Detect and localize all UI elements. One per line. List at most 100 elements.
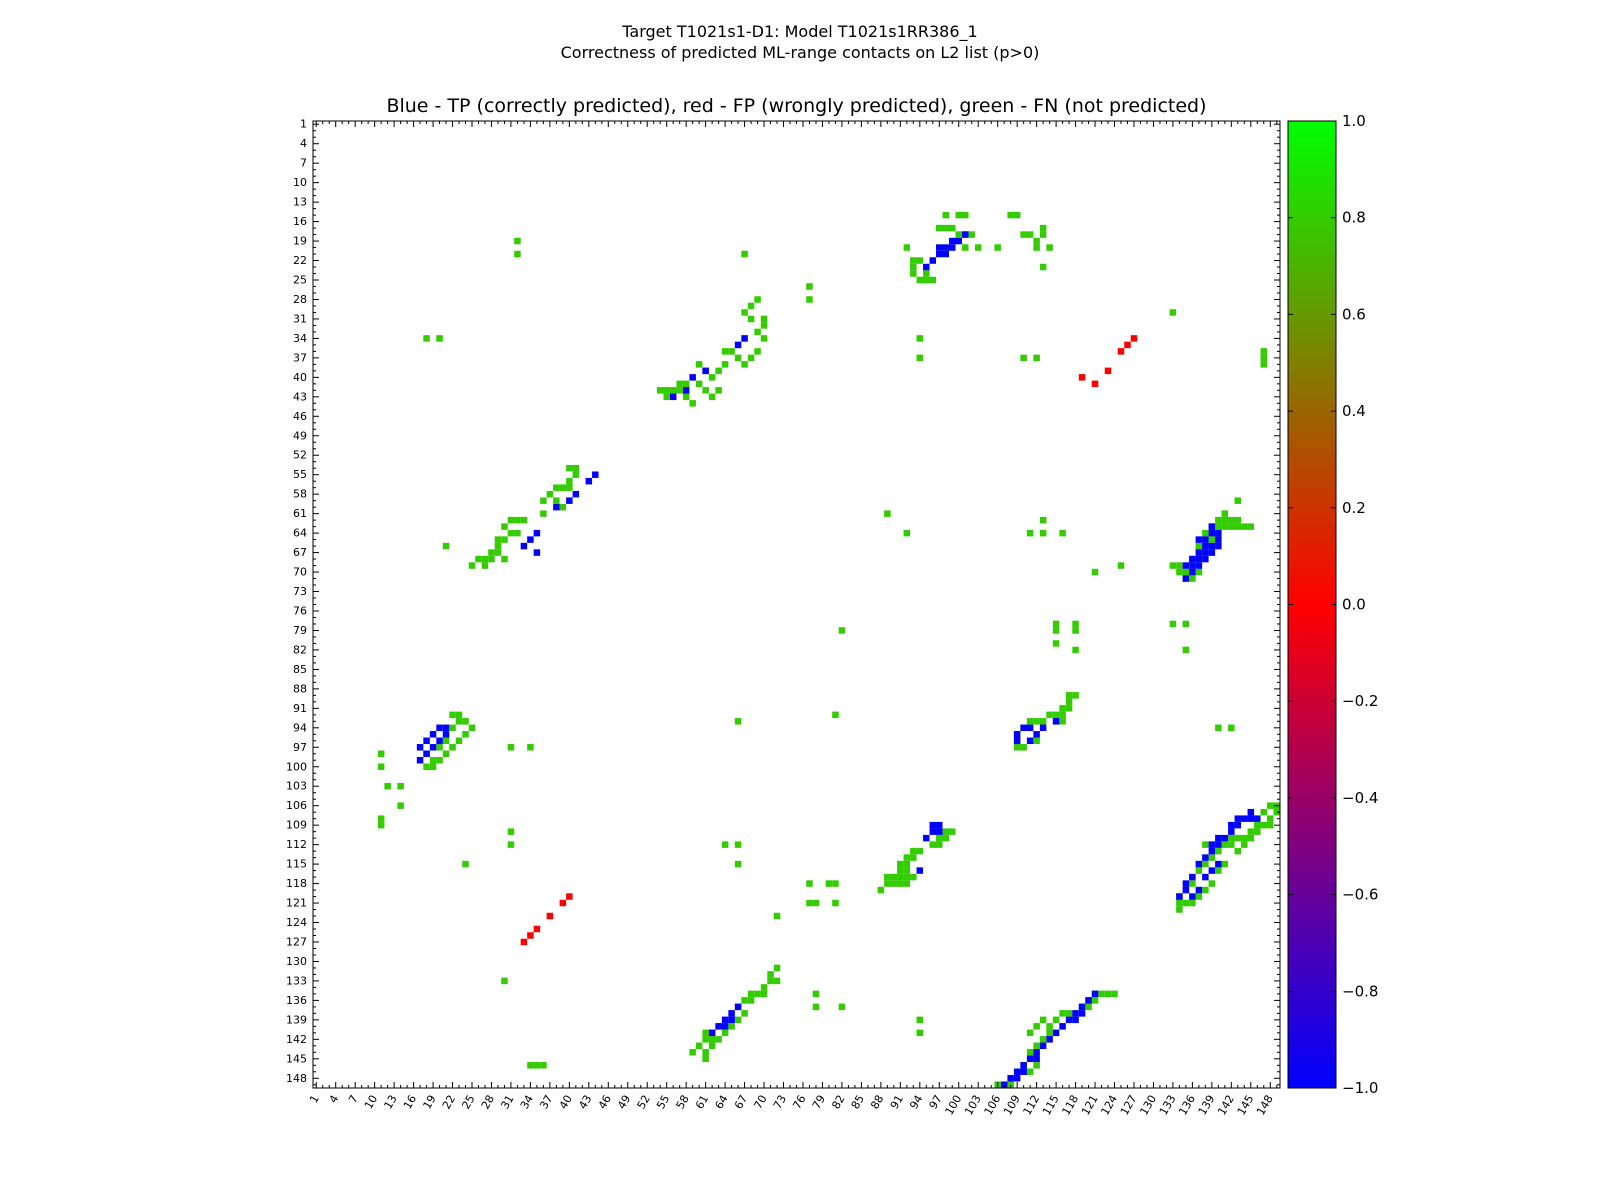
fn-cell xyxy=(1215,523,1222,530)
fn-cell xyxy=(1202,529,1209,537)
y-tick-label: 136 xyxy=(286,994,307,1007)
fn-cell xyxy=(1033,1062,1040,1069)
fn-cell xyxy=(1072,646,1079,654)
fn-cell xyxy=(520,516,528,524)
tp-cell xyxy=(1195,860,1203,868)
x-tick-label: 103 xyxy=(962,1093,984,1118)
x-tick-label: 133 xyxy=(1157,1093,1179,1118)
fn-cell xyxy=(1059,718,1066,725)
fn-cell xyxy=(916,354,924,362)
y-tick-label: 79 xyxy=(293,624,307,637)
tp-cell xyxy=(1085,997,1092,1004)
fn-cell xyxy=(468,724,476,732)
tp-cell xyxy=(1013,731,1021,738)
x-tick-label: 37 xyxy=(537,1093,555,1112)
fn-cell xyxy=(527,1062,534,1069)
tp-cell xyxy=(1195,536,1203,543)
fp-cell xyxy=(1078,374,1086,381)
fn-cell xyxy=(1020,354,1027,362)
tp-cell xyxy=(1065,1016,1073,1024)
fn-cell xyxy=(910,873,917,881)
fn-cell xyxy=(936,224,943,232)
tp-cell xyxy=(1228,821,1235,829)
fn-cell xyxy=(1260,808,1268,816)
y-tick-label: 31 xyxy=(293,312,307,325)
y-tick-label: 34 xyxy=(293,332,307,345)
y-tick-label: 19 xyxy=(293,235,307,248)
tp-cell xyxy=(1195,562,1203,569)
tp-cell xyxy=(1208,529,1216,537)
fn-cell xyxy=(728,1023,735,1030)
fn-cell xyxy=(442,542,450,550)
fn-cell xyxy=(897,880,904,887)
fn-cell xyxy=(397,802,404,809)
tp-cell xyxy=(553,503,560,511)
colorbar-tick-label: −0.2 xyxy=(1342,692,1378,710)
fn-cell xyxy=(481,555,489,563)
x-tick-label: 109 xyxy=(1001,1093,1023,1118)
tp-cell xyxy=(1046,1036,1053,1043)
y-tick-label: 85 xyxy=(293,663,307,676)
fn-cell xyxy=(1260,354,1268,362)
fn-cell xyxy=(1033,244,1040,251)
fn-cell xyxy=(377,815,385,822)
fn-cell xyxy=(436,335,443,342)
fn-cell xyxy=(1013,211,1021,219)
fn-cell xyxy=(1059,1010,1066,1017)
fn-cell xyxy=(734,718,742,725)
tp-cell xyxy=(1078,1003,1086,1011)
tp-cell xyxy=(916,867,924,874)
fn-cell xyxy=(1026,231,1034,238)
fn-cell xyxy=(1091,568,1099,576)
axis-ticks xyxy=(313,121,1280,1088)
x-tick-label: 121 xyxy=(1079,1093,1101,1118)
fn-cell xyxy=(923,270,930,277)
fn-cell xyxy=(1013,744,1021,751)
fn-cell xyxy=(1241,834,1248,842)
fn-cell xyxy=(1065,1010,1073,1017)
fn-cell xyxy=(1046,1023,1053,1030)
tp-cell xyxy=(1202,536,1209,543)
x-tick-label: 106 xyxy=(982,1093,1004,1118)
colorbar-tick-label: 0.0 xyxy=(1342,596,1366,614)
tp-cell xyxy=(1195,886,1203,894)
tp-cell xyxy=(936,250,943,258)
fn-cell xyxy=(1052,1016,1060,1024)
fn-cell xyxy=(923,276,930,284)
fn-cell xyxy=(572,464,580,472)
fn-cell xyxy=(689,400,696,407)
fn-cell xyxy=(1039,224,1047,232)
fn-cell xyxy=(1065,698,1073,706)
y-tick-label: 76 xyxy=(293,604,307,617)
fn-cell xyxy=(1059,705,1066,712)
x-tick-label: 136 xyxy=(1176,1093,1198,1118)
fn-cell xyxy=(1182,646,1190,654)
fn-cell xyxy=(475,555,482,563)
tp-cell xyxy=(429,744,437,751)
fp-cell xyxy=(1124,341,1131,349)
fp-cell xyxy=(546,912,554,920)
fn-cell xyxy=(455,711,463,719)
fn-cell xyxy=(1033,354,1040,362)
tp-cell xyxy=(923,263,930,271)
tp-cell xyxy=(1182,886,1190,894)
x-tick-label: 16 xyxy=(401,1093,419,1112)
fn-cell xyxy=(533,1062,541,1069)
tp-cell xyxy=(715,1023,722,1030)
fn-cell xyxy=(949,828,956,835)
y-tick-label: 97 xyxy=(293,741,307,754)
fn-cell xyxy=(1046,711,1053,719)
tp-cell xyxy=(728,1016,735,1024)
fn-cell xyxy=(449,744,456,751)
fn-cell xyxy=(507,841,515,848)
tp-cell xyxy=(423,737,430,745)
fn-cell xyxy=(832,711,839,719)
fn-cell xyxy=(468,562,476,569)
fn-cell xyxy=(877,886,885,894)
fn-cell xyxy=(903,873,911,881)
x-tick-label: 148 xyxy=(1254,1093,1276,1118)
fn-cell xyxy=(1104,990,1112,998)
fn-cell xyxy=(806,296,813,303)
tp-cell xyxy=(436,724,443,732)
tp-cell xyxy=(669,393,677,401)
